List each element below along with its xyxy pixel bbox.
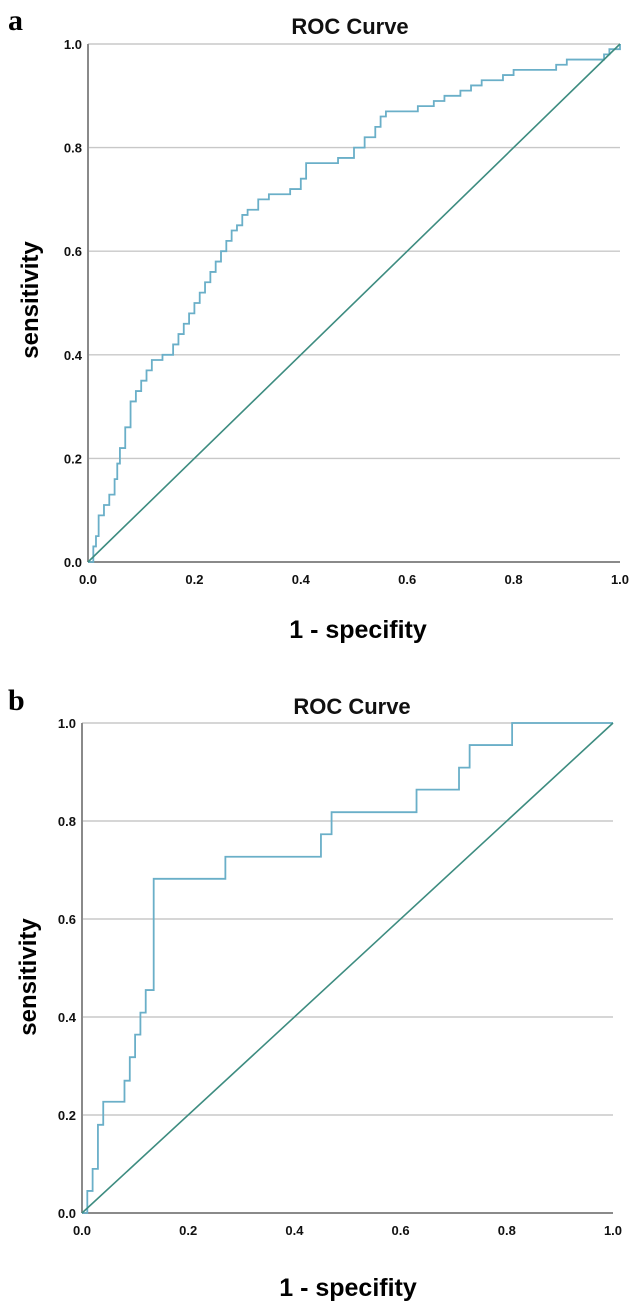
y-tick-label-b: 0.2	[58, 1108, 76, 1123]
x-tick-label-a: 0.6	[398, 572, 416, 587]
y-tick-label-b: 0.4	[58, 1010, 77, 1025]
panel-label-a: a	[8, 4, 23, 37]
chart-title-a: ROC Curve	[291, 14, 408, 39]
reference-line-a	[87, 43, 621, 563]
x-tick-label-a: 0.0	[79, 572, 97, 587]
panel-b: b ROC Curve 0.00.20.40.60.81.00.0 0.2 0.4 0…	[8, 684, 622, 1302]
y-tick-label-b: 0.0	[58, 1206, 76, 1221]
x-tick-label-a: 0.2	[185, 572, 203, 587]
y-tick-label-b: 1.0	[58, 716, 76, 731]
x-tick-label-b: 0.4	[285, 1223, 304, 1238]
panel-a: a ROC Curve 0.00.20.40.60.81.00.0 0.2 0.4 0…	[8, 4, 629, 644]
x-tick-label-a: 0.4	[292, 572, 311, 587]
y-tick-label-a: 0.4	[64, 348, 83, 363]
x-axis-label-a: 1 - specifity	[289, 616, 427, 644]
x-axis-label-b: 1 - specifity	[279, 1274, 417, 1302]
plot-area-b: 0.0 0.2 0.4 0.6 0.8 1.0 0.0 0.2 0.4 0.6 0.8 1.0	[58, 716, 622, 1238]
y-tick-label-a: 0.6	[64, 244, 82, 259]
y-tick-label-b: 0.8	[58, 814, 76, 829]
y-tick-label-a: 0.0	[64, 555, 82, 570]
x-tick-label-a: 0.8	[505, 572, 523, 587]
panel-label-b: b	[8, 684, 25, 717]
y-axis-label-b: sensitivity	[15, 918, 42, 1036]
y-tick-label-a: 1.0	[64, 37, 82, 52]
x-tick-label-a: 1.0	[611, 572, 629, 587]
chart-title-b: ROC Curve	[293, 694, 410, 719]
reference-line-b	[81, 722, 614, 1214]
x-tick-label-b: 1.0	[604, 1223, 622, 1238]
x-tick-label-b: 0.8	[498, 1223, 516, 1238]
plot-area-a: 0.0 0.2 0.4 0.6 0.8 1.0 0.0 0.2 0.4 0.6 0.8 1.0	[64, 37, 629, 587]
roc-curve-b	[82, 722, 613, 1214]
y-tick-label-b: 0.6	[58, 912, 76, 927]
y-axis-label-a: sensitivity	[17, 241, 44, 359]
x-tick-label-b: 0.0	[73, 1223, 91, 1238]
roc-curve-a	[88, 44, 621, 563]
x-tick-label-b: 0.2	[179, 1223, 197, 1238]
y-tick-label-a: 0.2	[64, 451, 82, 466]
y-tick-label-a: 0.8	[64, 141, 82, 156]
x-tick-label-b: 0.6	[392, 1223, 410, 1238]
